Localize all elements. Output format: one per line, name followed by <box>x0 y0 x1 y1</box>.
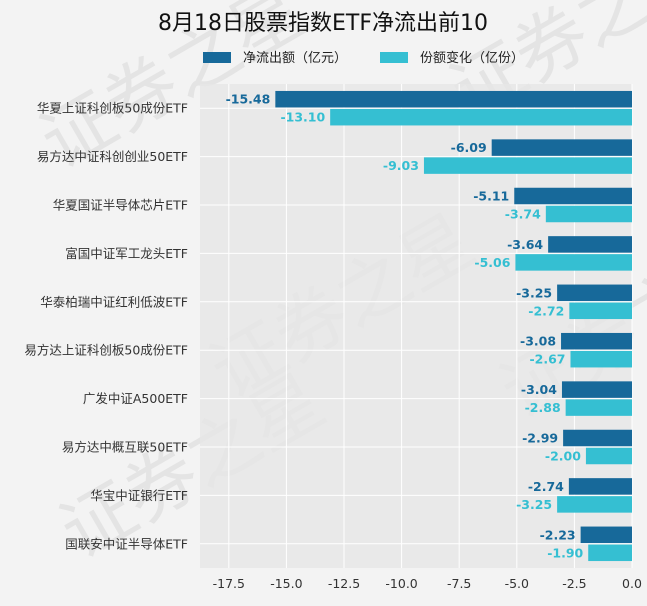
data-label: -2.88 <box>525 400 561 415</box>
bar-share-change <box>570 350 632 368</box>
data-label: -3.08 <box>520 334 556 349</box>
data-label: -9.03 <box>383 158 419 173</box>
data-label: -2.67 <box>529 352 565 367</box>
data-label: -5.06 <box>474 255 510 270</box>
data-label: -15.48 <box>226 92 271 107</box>
data-label: -3.04 <box>521 382 557 397</box>
data-label: -2.74 <box>528 479 564 494</box>
data-label: -1.90 <box>547 545 583 560</box>
bar-share-change <box>545 205 632 223</box>
x-axis-ticks: -17.5 -15.0 -12.5 -10.0 -7.5 -5.0 -2.5 0.0 <box>213 576 642 591</box>
bar-share-change <box>557 496 632 513</box>
bar-net-outflow <box>563 429 632 447</box>
bar-net-outflow <box>557 284 632 302</box>
data-label: -6.09 <box>451 140 487 155</box>
data-label: -3.25 <box>516 285 552 300</box>
bar-net-outflow <box>580 526 632 544</box>
x-tick-label: -5.0 <box>505 576 529 591</box>
bar-share-change <box>423 157 632 174</box>
category-label: 易方达中概互联50ETF <box>62 440 188 455</box>
legend-swatch <box>203 52 231 63</box>
category-label: 易方达上证科创板50成份ETF <box>24 343 188 358</box>
bar-share-change <box>515 254 632 271</box>
x-tick-label: -17.5 <box>213 576 245 591</box>
grid-lines <box>200 84 633 568</box>
legend-swatch <box>380 52 408 63</box>
data-label: -3.64 <box>507 237 543 252</box>
data-label: -5.11 <box>473 189 509 204</box>
x-tick-label: -2.5 <box>562 576 586 591</box>
x-tick-label: -10.0 <box>385 576 417 591</box>
category-label: 华宝中证银行ETF <box>90 488 188 503</box>
x-tick-label: 0.0 <box>622 576 642 591</box>
data-label: -2.99 <box>522 431 558 446</box>
legend-label: 净流出额（亿元） <box>243 51 347 66</box>
category-label: 国联安中证半导体ETF <box>65 536 188 551</box>
bar-share-change <box>569 302 632 320</box>
category-label: 富国中证军工龙头ETF <box>65 246 188 261</box>
x-tick-label: -15.0 <box>270 576 302 591</box>
bar-net-outflow <box>514 187 632 205</box>
data-label: -3.25 <box>516 497 552 512</box>
x-tick-label: -7.5 <box>447 576 471 591</box>
data-label: -2.72 <box>528 303 564 318</box>
bar-net-outflow <box>561 332 632 350</box>
chart-title: 8月18日股票指数ETF净流出前10 <box>158 11 488 36</box>
x-tick-label: -12.5 <box>328 576 360 591</box>
bar-net-outflow <box>561 381 632 398</box>
legend-label: 份额变化（亿份） <box>420 50 524 66</box>
bar-share-change <box>565 399 632 416</box>
data-label: -13.10 <box>280 110 325 125</box>
data-label: -3.74 <box>505 207 541 222</box>
category-label: 华泰柏瑞中证红利低波ETF <box>40 294 188 309</box>
category-label: 广发中证A500ETF <box>83 391 188 406</box>
bars: -15.48 -13.10 -6.09 -9.03 -5.11 -3.74 -3.64 -5.… <box>226 90 632 562</box>
category-label: 华夏国证半导体芯片ETF <box>53 198 188 213</box>
data-label: -2.00 <box>545 449 581 464</box>
bar-net-outflow <box>568 478 632 495</box>
data-label: -2.23 <box>540 527 576 542</box>
bar-net-outflow <box>491 139 632 156</box>
bar-share-change <box>330 108 632 126</box>
bar-net-outflow <box>548 236 632 253</box>
bar-net-outflow <box>275 90 632 108</box>
category-labels: 华夏上证科创板50成份ETF 易方达中证科创创业50ETF 华夏国证半导体芯片ETF… <box>24 101 188 552</box>
category-label: 华夏上证科创板50成份ETF <box>37 101 188 116</box>
bar-share-change <box>588 544 632 562</box>
bar-share-change <box>585 447 632 465</box>
legend: 净流出额（亿元） 份额变化（亿份） <box>203 50 524 66</box>
category-label: 易方达中证科创创业50ETF <box>37 149 188 164</box>
